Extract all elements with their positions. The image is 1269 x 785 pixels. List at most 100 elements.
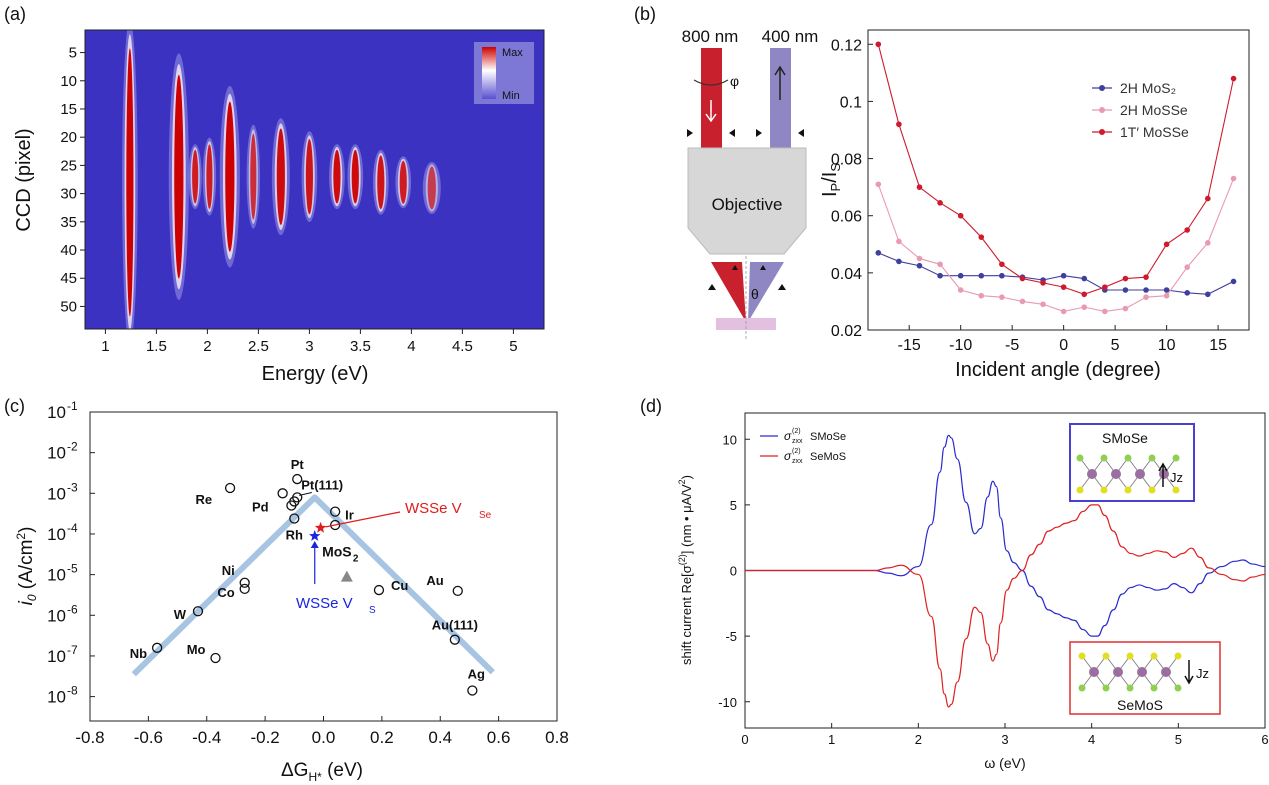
heatmap-peak <box>399 160 407 204</box>
b-legend-marker <box>1099 107 1105 113</box>
b-series-point-2 <box>999 261 1005 268</box>
b-axes: -15 -10 -5 0 5 10 15 0.02 0.04 0.06 0.08 0.1 0.12 <box>831 37 1227 354</box>
c-point <box>277 488 288 499</box>
b-series-point-1 <box>1184 264 1191 270</box>
d-xlabel: ω (eV) <box>984 755 1025 771</box>
inset-semos: Jz SeMoS <box>1069 641 1221 715</box>
d-legend-sup: (2) <box>792 448 801 455</box>
b-series-point-2 <box>1122 275 1129 282</box>
b-series-point-2 <box>1040 280 1046 286</box>
lattice-bottom-atom <box>1078 684 1086 692</box>
b-series-point-2 <box>1205 195 1211 202</box>
panel-label-b: (b) <box>634 4 656 24</box>
a-xtick-label: 1.5 <box>146 338 167 355</box>
a-ytick-label: 5 <box>69 45 77 62</box>
c-point-label: Ir <box>345 508 354 523</box>
b-legend-marker <box>1099 129 1105 135</box>
b-series-line-1 <box>877 178 1235 312</box>
c-point-label: Pt(111) <box>301 477 343 492</box>
b-legend-label: 2H MoSSe <box>1120 102 1188 118</box>
c-point-label: Ag <box>468 667 485 682</box>
c-point <box>330 506 341 517</box>
colorbar-gradient <box>482 47 496 99</box>
lattice-top-atom <box>1172 454 1180 462</box>
lattice-top-atom <box>1150 652 1158 660</box>
b-series-point-2 <box>1143 274 1149 280</box>
c-point-label: Re <box>195 492 212 507</box>
wsse-vse-label-sub: Se <box>479 510 492 521</box>
c-plot: Pt Pt(111) Re Pd Rh Ir Ni Co W Mo Nb Cu Au Au(111) Ag M… <box>130 457 495 696</box>
d-xtick-label: 6 <box>1261 732 1268 747</box>
volcano-line <box>131 494 495 677</box>
b-series-point-2 <box>1184 227 1191 233</box>
b-legend-marker <box>1099 85 1105 91</box>
d-legend-sub: zxx <box>792 458 803 465</box>
b-xtick-label: 5 <box>1111 337 1120 354</box>
b-series-point-2 <box>916 184 923 190</box>
heatmap-peak <box>377 155 385 210</box>
c-xtick-label: 0.8 <box>545 728 569 747</box>
focus-beam-in <box>711 262 746 322</box>
c-xtick-label: 0.4 <box>428 728 452 747</box>
lattice-bottom-atom <box>1126 684 1134 692</box>
c-point <box>210 652 221 664</box>
b-ylabel: IP/IS <box>819 163 843 197</box>
b-series-point-2 <box>1102 284 1108 290</box>
c-xlabel: ΔGH* (eV) <box>281 760 363 784</box>
b-xtick-label: -10 <box>949 337 972 354</box>
d-legend-sub: zxx <box>792 438 803 445</box>
beam-800nm-label: 800 nm <box>682 27 739 46</box>
b-series-point-1 <box>937 261 943 268</box>
b-series-point-2 <box>1060 284 1067 290</box>
focus-beam-out <box>748 262 784 322</box>
c-xtick-label: -0.2 <box>250 728 279 747</box>
c-point <box>452 585 463 597</box>
lattice-bottom-atom <box>1174 684 1182 692</box>
b-series-point-1 <box>896 238 902 245</box>
b-series-point-2 <box>937 200 943 206</box>
mos2-label-sub: 2 <box>353 554 359 565</box>
d-xtick-label: 1 <box>828 732 835 747</box>
inset-semos-frame <box>1069 641 1221 715</box>
wsse-vse-star <box>314 521 327 533</box>
heatmap-peak <box>174 74 184 279</box>
a-ytick-label: 25 <box>60 157 77 174</box>
b-legend-label: 2H MoS₂ <box>1120 80 1176 96</box>
heatmap-peak <box>276 128 285 225</box>
a-xtick-label: 4 <box>407 338 415 355</box>
heatmap-peak <box>351 149 359 204</box>
a-ytick-label: 20 <box>60 129 77 146</box>
b-series-point-2 <box>896 121 902 128</box>
inset-semos-title: SeMoS <box>1117 697 1163 713</box>
a-ytick-label: 15 <box>60 101 77 118</box>
panel-label-c: (c) <box>4 396 25 416</box>
b-series-point-0 <box>978 272 985 279</box>
inset-semos-lattice <box>1078 652 1182 692</box>
c-point <box>151 642 163 653</box>
b-series-point-0 <box>875 250 882 256</box>
c-point <box>289 496 300 507</box>
inset-smose-lattice <box>1076 454 1180 494</box>
c-xtick-label: -0.4 <box>192 728 221 747</box>
a-ylabel: CCD (pixel) <box>13 128 35 231</box>
lattice-top-atom <box>1148 454 1156 462</box>
b-ytick-label: 0.12 <box>831 37 862 54</box>
beam-400nm-label: 400 nm <box>762 27 819 46</box>
b-series-point-2 <box>875 41 882 48</box>
lattice-top-atom <box>1102 652 1110 660</box>
b-series-point-0 <box>1143 287 1149 293</box>
c-ytick-label: 10 <box>47 444 66 463</box>
a-xtick-label: 1 <box>101 338 109 355</box>
heatmap-peak <box>126 48 134 317</box>
lattice-top-atom <box>1124 454 1132 462</box>
d-legend-label: SeMoS <box>810 451 846 463</box>
d-ytick-label: 5 <box>730 498 737 513</box>
b-series-point-2 <box>957 212 964 219</box>
b-series-point-0 <box>916 262 923 269</box>
a-ytick-label: 10 <box>60 73 77 90</box>
c-point-label: Nb <box>130 646 147 661</box>
c-ytick-label: 10 <box>47 688 66 707</box>
b-series-point-0 <box>937 272 943 279</box>
c-point-label: Rh <box>286 528 303 543</box>
lattice-bottom-atom <box>1124 486 1132 494</box>
